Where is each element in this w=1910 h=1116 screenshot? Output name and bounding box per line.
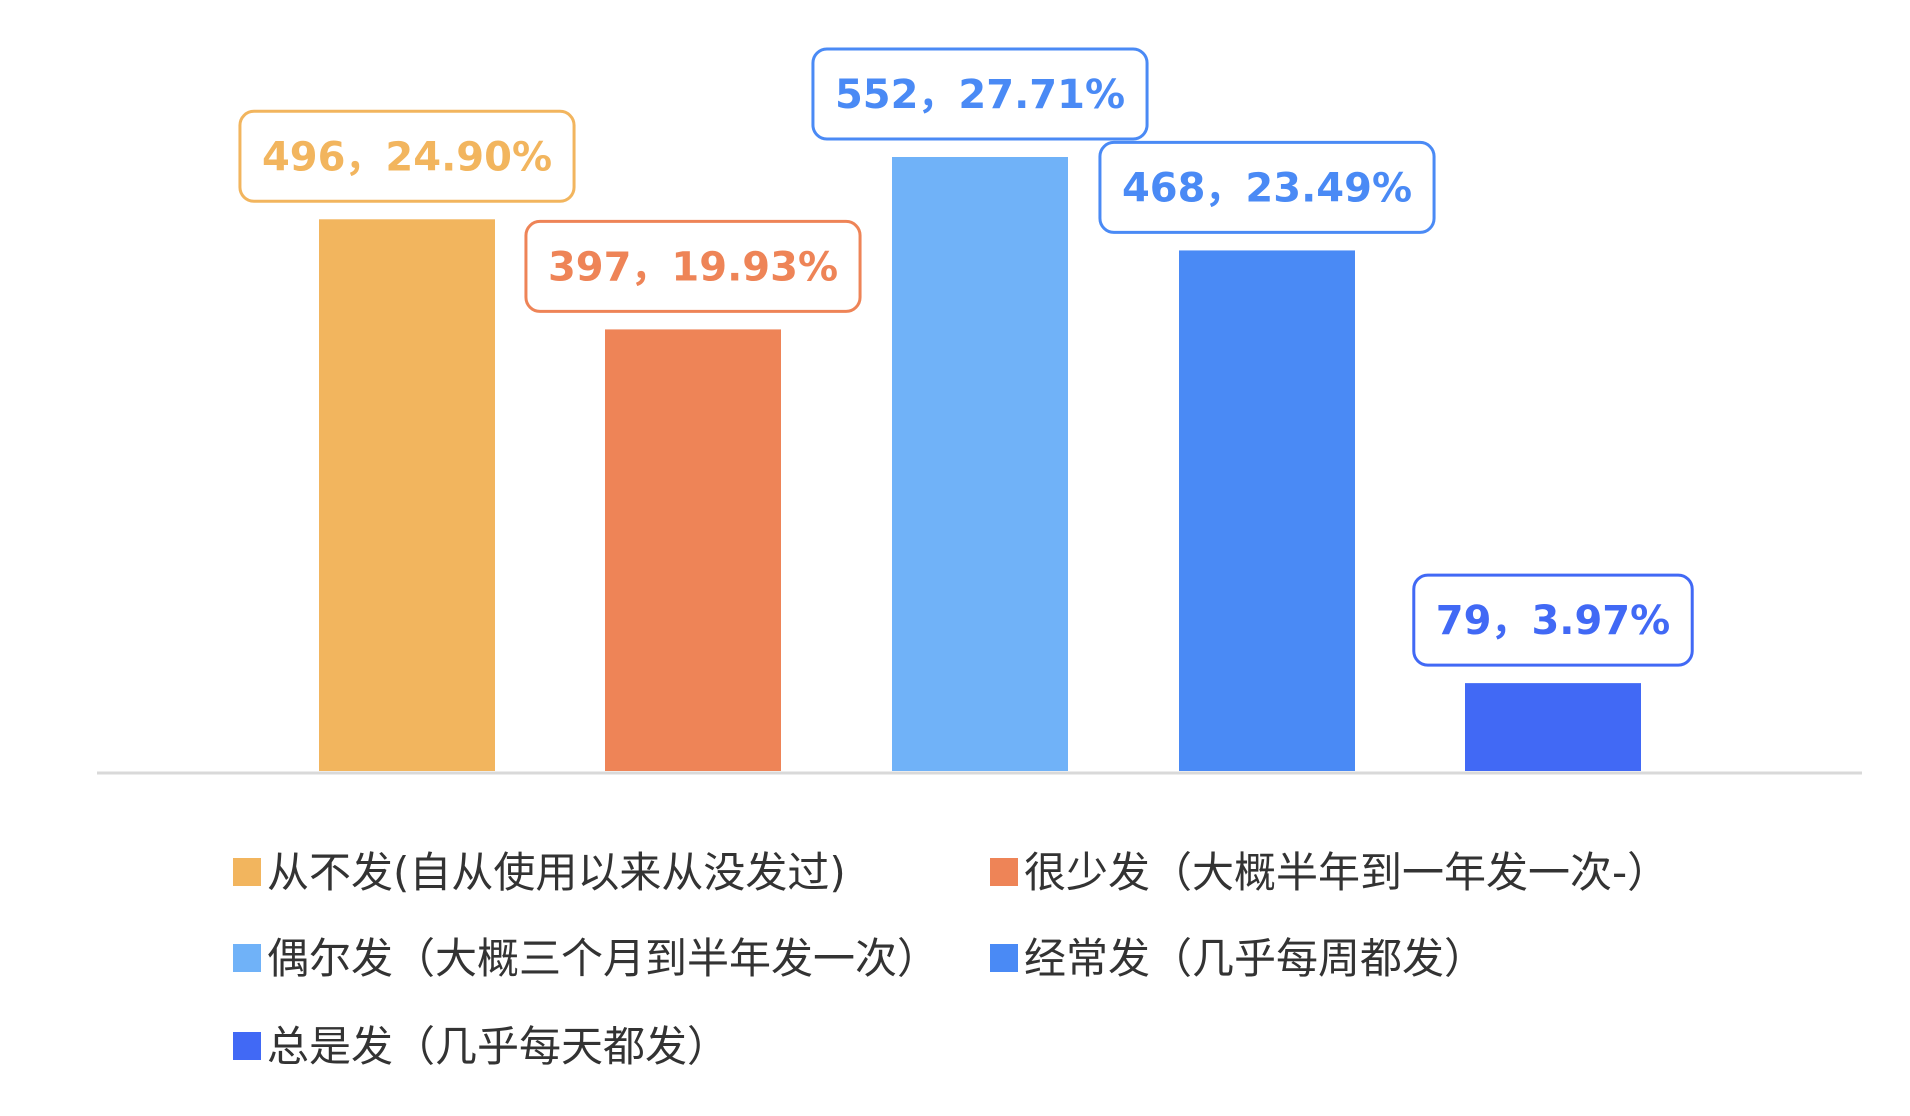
bar-4 xyxy=(1179,250,1355,771)
data-label-1: 496，24.90% xyxy=(262,134,552,180)
data-label-3: 552，27.71% xyxy=(835,72,1125,118)
data-label-4: 468，23.49% xyxy=(1122,165,1412,211)
legend-swatch-3 xyxy=(233,944,261,972)
legend-label-3: 偶尔发（大概三个月到半年发一次） xyxy=(267,934,939,983)
legend-swatch-2 xyxy=(990,858,1018,886)
bar-2 xyxy=(605,329,781,771)
data-label-box-4 xyxy=(1098,140,1436,234)
bar-3 xyxy=(892,157,1068,771)
legend-label-2: 很少发（大概半年到一年发一次-） xyxy=(1024,848,1669,897)
data-label-box-5 xyxy=(1412,573,1694,667)
legend-label-1: 从不发(自从使用以来从没发过) xyxy=(267,848,846,897)
data-label-5: 79，3.97% xyxy=(1436,598,1670,644)
data-label-box-2 xyxy=(524,219,862,313)
bar-1 xyxy=(319,219,495,771)
bar-5 xyxy=(1465,683,1641,771)
bars-group xyxy=(319,157,1641,771)
legend-swatch-1 xyxy=(233,858,261,886)
data-label-box-3 xyxy=(811,47,1149,141)
data-label-2: 397，19.93% xyxy=(548,244,838,290)
data-label-box-1 xyxy=(238,109,576,203)
legend-swatch-4 xyxy=(990,944,1018,972)
legend-label-4: 经常发（几乎每周都发） xyxy=(1024,934,1486,983)
legend-swatch-5 xyxy=(233,1032,261,1060)
legend: 从不发(自从使用以来从没发过) 很少发（大概半年到一年发一次-） 偶尔发（大概三个月… xyxy=(233,848,1669,1071)
legend-label-5: 总是发（几乎每天都发） xyxy=(267,1022,729,1071)
data-labels-group: 496，24.90% 397，19.93% 552，27.71% 468，23.49%… xyxy=(238,47,1694,667)
